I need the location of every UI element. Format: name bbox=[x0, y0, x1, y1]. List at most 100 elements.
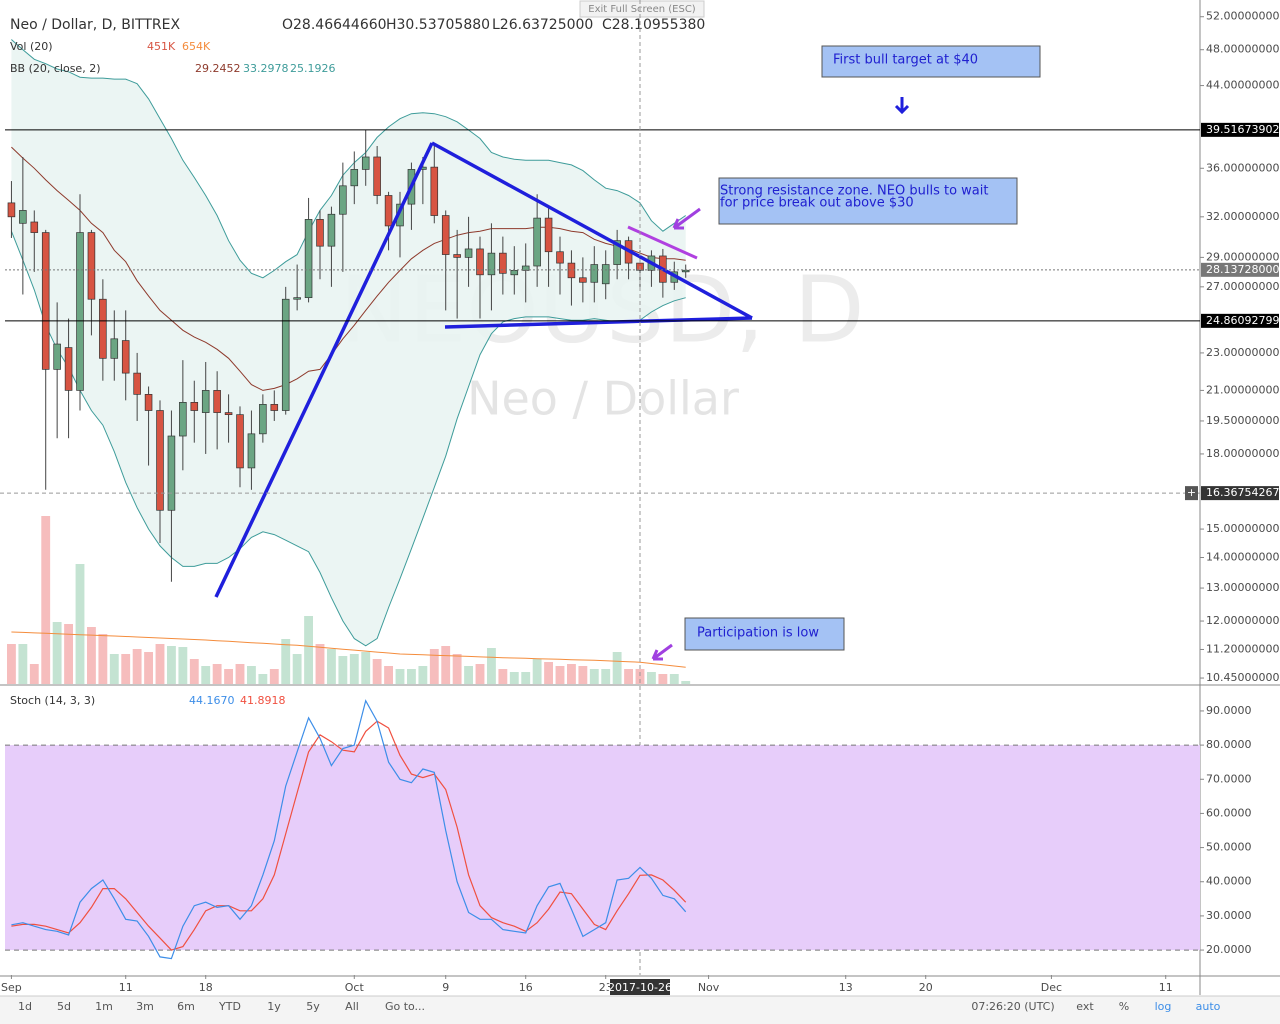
candle-body bbox=[30, 221, 39, 233]
candle-body bbox=[144, 394, 153, 411]
candle-body bbox=[327, 213, 336, 247]
option-button[interactable]: ext bbox=[1076, 1000, 1094, 1013]
volume-bar bbox=[224, 669, 233, 684]
volume-bar bbox=[327, 649, 336, 684]
candle-body bbox=[64, 347, 73, 391]
y-tick-label: 18.00000000 bbox=[1206, 447, 1279, 460]
candle-body bbox=[281, 298, 290, 411]
y-tick-label: 90.0000 bbox=[1206, 704, 1252, 717]
y-tick-label: 48.00000000 bbox=[1206, 43, 1279, 56]
volume-bar bbox=[167, 646, 176, 684]
x-tick-label: Oct bbox=[345, 981, 365, 994]
candle-body bbox=[270, 404, 279, 411]
volume-bar bbox=[578, 666, 588, 684]
annotation: First bull target at $40 bbox=[833, 53, 978, 68]
option-button[interactable]: log bbox=[1155, 1000, 1172, 1013]
volume-bar bbox=[658, 674, 668, 684]
candle-body bbox=[76, 232, 84, 391]
price-label-box bbox=[1201, 313, 1279, 328]
bb-lower bbox=[10, 231, 686, 647]
range-button[interactable]: 6m bbox=[177, 1000, 195, 1013]
volume-bar bbox=[429, 649, 439, 684]
readout: 654K bbox=[182, 40, 211, 53]
y-tick-label: 80.0000 bbox=[1206, 738, 1252, 751]
volume-bar bbox=[212, 664, 222, 684]
volume-bar bbox=[521, 672, 531, 684]
crosshair-y-label: 16.36754267 bbox=[1206, 486, 1279, 499]
candle-body bbox=[590, 264, 599, 283]
volume-bar bbox=[441, 646, 451, 684]
candle-body bbox=[556, 251, 564, 264]
exit-button[interactable] bbox=[579, 0, 705, 18]
volume-bar bbox=[132, 649, 142, 684]
readout: O28.46644660 bbox=[282, 17, 387, 33]
arrow bbox=[894, 97, 910, 115]
volume-bar bbox=[338, 656, 348, 684]
volume-bar bbox=[361, 652, 371, 684]
candle-body bbox=[384, 195, 393, 227]
volume-bar bbox=[18, 644, 28, 684]
volume-bar bbox=[189, 659, 199, 684]
candle-body bbox=[224, 412, 233, 416]
annotation: Strong resistance zone. NEO bulls to wai… bbox=[720, 184, 988, 199]
volume-bar bbox=[487, 648, 496, 684]
y-tick-label: 30.0000 bbox=[1206, 909, 1252, 922]
indicator-label: Vol (20) bbox=[10, 40, 53, 53]
volume-bar bbox=[612, 652, 622, 684]
range-button[interactable]: YTD bbox=[218, 1000, 241, 1013]
candle-body bbox=[499, 252, 507, 274]
range-button[interactable]: 5d bbox=[57, 1000, 71, 1013]
range-button[interactable]: 1y bbox=[267, 1000, 281, 1013]
arrow bbox=[651, 643, 673, 661]
y-tick-label: 40.0000 bbox=[1206, 875, 1252, 888]
candle-body bbox=[533, 217, 541, 267]
candle-body bbox=[430, 166, 439, 216]
range-button[interactable]: 1m bbox=[95, 1000, 113, 1013]
exit-label[interactable]: Exit Full Screen (ESC) bbox=[588, 4, 696, 15]
candle-body bbox=[121, 340, 130, 374]
candle-body bbox=[304, 219, 313, 299]
candle-body bbox=[579, 277, 587, 283]
volume-bar bbox=[555, 666, 565, 684]
price-label-box bbox=[1201, 262, 1279, 277]
range-button[interactable]: Go to... bbox=[385, 1000, 425, 1013]
range-button[interactable]: All bbox=[345, 1000, 359, 1013]
range-button[interactable]: 1d bbox=[18, 1000, 32, 1013]
y-tick-label: 60.0000 bbox=[1206, 806, 1252, 819]
x-tick-label: 16 bbox=[519, 981, 533, 994]
volume-bar bbox=[475, 664, 485, 684]
y-tick-label: 32.00000000 bbox=[1206, 210, 1279, 223]
volume-bar bbox=[464, 666, 473, 684]
y-tick-label: 70.0000 bbox=[1206, 772, 1252, 785]
candle-body bbox=[487, 252, 496, 276]
volume-bar bbox=[647, 672, 656, 684]
candle-body bbox=[510, 270, 519, 276]
annotation: for price break out above $30 bbox=[720, 196, 914, 211]
y-tick-label: 36.00000000 bbox=[1206, 161, 1279, 174]
option-button[interactable]: auto bbox=[1196, 1000, 1221, 1013]
y-tick-label: 52.00000000 bbox=[1206, 10, 1279, 23]
volume-bar bbox=[41, 516, 51, 684]
candle-body bbox=[213, 390, 221, 413]
range-button[interactable]: 5y bbox=[306, 1000, 320, 1013]
volume-bar bbox=[681, 681, 691, 684]
candle-body bbox=[167, 435, 176, 511]
volume-bar bbox=[29, 664, 39, 684]
readout: 44.1670 bbox=[189, 694, 235, 707]
volume-bar bbox=[635, 668, 645, 684]
x-tick-label: 23 bbox=[599, 981, 613, 994]
volume-bar bbox=[235, 664, 245, 684]
volume-bar bbox=[418, 666, 428, 684]
volume-bar bbox=[384, 666, 393, 684]
price-label-box bbox=[1201, 122, 1279, 137]
range-button[interactable]: 3m bbox=[136, 1000, 154, 1013]
readout: 451K bbox=[147, 40, 176, 53]
readout: 33.2978 bbox=[243, 62, 289, 75]
crosshair-plus-box bbox=[1185, 486, 1198, 501]
price-label: 28.13728000 bbox=[1206, 263, 1279, 276]
y-tick-label: 14.00000000 bbox=[1206, 551, 1279, 564]
candle-body bbox=[190, 402, 199, 411]
candle-body bbox=[316, 219, 324, 247]
option-button[interactable]: % bbox=[1119, 1000, 1129, 1013]
candle-body bbox=[156, 410, 164, 511]
